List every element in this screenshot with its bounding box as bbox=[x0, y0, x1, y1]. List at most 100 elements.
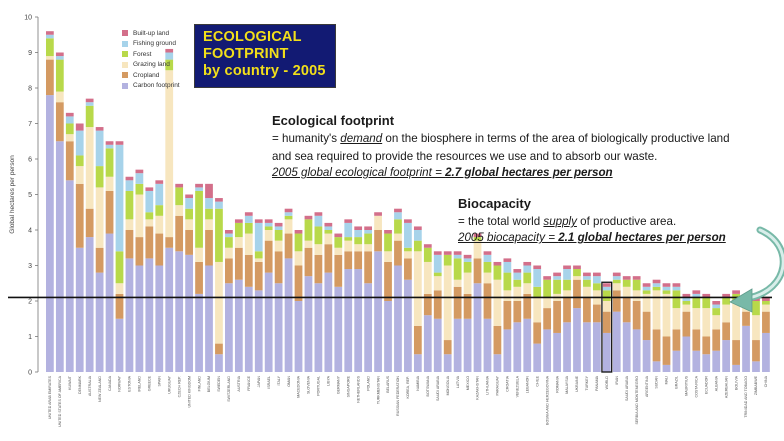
bar-segment-forest bbox=[433, 272, 442, 277]
bar-segment-builtup bbox=[364, 226, 373, 230]
bar-segment-fishing bbox=[433, 254, 442, 273]
bar-segment-cropland bbox=[732, 340, 740, 365]
bar-segment-carbon bbox=[602, 332, 611, 372]
bar-segment-grazing bbox=[215, 261, 223, 344]
x-tick-label: ITALY bbox=[277, 375, 281, 385]
y-tick-label: 2 bbox=[28, 299, 32, 306]
bar-segment-carbon bbox=[483, 318, 492, 372]
bar-segment-builtup bbox=[145, 187, 154, 191]
bar-segment-builtup bbox=[692, 290, 701, 294]
bar-segment-cropland bbox=[145, 226, 154, 259]
x-tick-label: BELGIUM bbox=[207, 376, 211, 392]
bar-segment-fishing bbox=[244, 215, 253, 223]
bar-segment-fishing bbox=[115, 144, 124, 252]
bar-segment-carbon bbox=[583, 322, 591, 372]
bar-segment-grazing bbox=[125, 219, 134, 230]
biocapacity-annotation: Biocapacity = the total world supply of … bbox=[458, 196, 768, 245]
bar-segment-forest bbox=[473, 237, 482, 241]
bar-segment-forest bbox=[573, 269, 581, 277]
bar-segment-builtup bbox=[722, 293, 731, 298]
x-tick-label: KOREA, REP. bbox=[406, 376, 410, 399]
bar-segment-carbon bbox=[543, 329, 552, 372]
bar-segment-fishing bbox=[284, 212, 293, 216]
bar-segment-forest bbox=[453, 258, 462, 280]
bar-segment-carbon bbox=[185, 254, 193, 372]
bar-segment-cropland bbox=[762, 311, 770, 333]
x-tick-label: AUSTRALIA bbox=[88, 375, 92, 396]
bar-segment-fishing bbox=[125, 180, 134, 191]
bar-segment-grazing bbox=[433, 276, 442, 291]
x-tick-label: CROATIA bbox=[506, 375, 510, 391]
bar-segment-builtup bbox=[642, 283, 651, 287]
bar-segment-carbon bbox=[404, 279, 412, 372]
bar-segment-cropland bbox=[712, 329, 721, 351]
bar-segment-builtup bbox=[503, 258, 512, 262]
x-tick-label: LIBYA bbox=[327, 375, 331, 386]
curved-arrow-head bbox=[729, 288, 753, 313]
bar-segment-grazing bbox=[463, 272, 472, 294]
bar-segment-grazing bbox=[453, 279, 462, 287]
bar-segment-grazing bbox=[483, 272, 492, 284]
bar-segment-carbon bbox=[622, 322, 631, 372]
bar-segment-builtup bbox=[215, 198, 223, 202]
bar-segment-fishing bbox=[324, 226, 333, 230]
bar-segment-grazing bbox=[324, 233, 333, 245]
bar-segment-grazing bbox=[334, 247, 343, 255]
x-tick-label: NORWAY bbox=[118, 375, 122, 391]
bar-segment-forest bbox=[712, 308, 721, 316]
bar-segment-grazing bbox=[622, 286, 631, 298]
x-tick-label: MALAYSIA bbox=[565, 375, 569, 393]
bar-segment-cropland bbox=[642, 311, 651, 341]
bar-segment-forest bbox=[602, 290, 611, 301]
title-line-1: ECOLOGICAL bbox=[203, 29, 302, 45]
bar-segment-forest bbox=[334, 237, 343, 248]
x-tick-label: BOTSWANA bbox=[426, 375, 430, 396]
bar-segment-grazing bbox=[374, 215, 382, 230]
bar-segment-fishing bbox=[602, 286, 611, 291]
x-tick-label: COSTA RICA bbox=[695, 375, 699, 397]
bar-segment-grazing bbox=[175, 205, 184, 216]
bar-segment-forest bbox=[503, 272, 512, 291]
bar-segment-carbon bbox=[65, 180, 74, 372]
bar-segment-builtup bbox=[682, 293, 691, 298]
bar-segment-grazing bbox=[225, 247, 233, 259]
bar-segment-carbon bbox=[692, 350, 701, 372]
bar-segment-carbon bbox=[145, 258, 154, 372]
bar-segment-builtup bbox=[125, 176, 134, 181]
bar-segment-carbon bbox=[264, 272, 273, 372]
bar-segment-cropland bbox=[284, 233, 293, 259]
bar-segment-cropland bbox=[364, 251, 373, 284]
y-tick-label: 4 bbox=[28, 228, 32, 235]
bar-segment-grazing bbox=[274, 240, 283, 252]
bar-segment-builtup bbox=[284, 208, 293, 213]
bar-segment-cropland bbox=[384, 261, 392, 301]
bar-segment-forest bbox=[583, 279, 591, 287]
legend-swatch bbox=[122, 40, 128, 47]
x-tick-label: ESTONIA bbox=[128, 375, 132, 391]
bar-segment-carbon bbox=[433, 318, 442, 372]
x-tick-label: VENEZUELA bbox=[516, 375, 520, 397]
bar-segment-builtup bbox=[225, 230, 233, 234]
bar-segment-builtup bbox=[115, 141, 124, 145]
bar-segment-builtup bbox=[65, 112, 74, 117]
bar-segment-grazing bbox=[413, 251, 422, 326]
bar-segment-carbon bbox=[413, 354, 422, 372]
x-axis-labels: UNITED ARAB EMIRATES UNITED STATES OF AME… bbox=[48, 375, 768, 427]
legend-swatch bbox=[122, 72, 128, 79]
bar-segment-grazing bbox=[573, 276, 581, 280]
x-tick-label: UNITED KINGDOM bbox=[187, 376, 191, 408]
bar-segment-grazing bbox=[75, 166, 84, 184]
bar-segment-grazing bbox=[95, 187, 104, 248]
bar-segment-cropland bbox=[463, 293, 472, 319]
bar-segment-cropland bbox=[344, 251, 353, 270]
bar-segment-cropland bbox=[423, 293, 432, 316]
x-tick-label: GREECE bbox=[148, 375, 152, 391]
bar-segment-fishing bbox=[523, 265, 532, 273]
x-tick-label: IRELAND bbox=[138, 376, 142, 392]
bio-text-emph: supply bbox=[543, 215, 577, 228]
x-tick-label: SUDAN bbox=[655, 376, 659, 389]
legend-label: Fishing ground bbox=[133, 40, 176, 48]
bar-segment-cropland bbox=[105, 190, 114, 234]
bar-segment-cropland bbox=[543, 308, 552, 330]
bar-segment-fishing bbox=[55, 56, 64, 60]
